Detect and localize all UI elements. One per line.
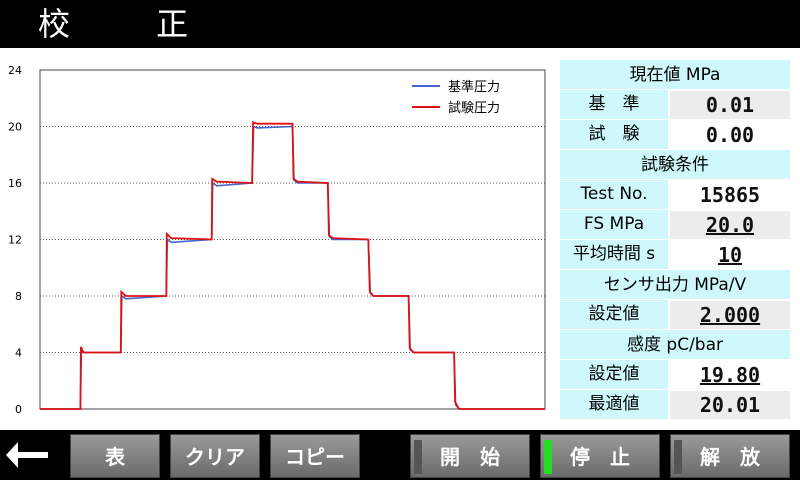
start-indicator: [414, 440, 422, 474]
average-time-input[interactable]: 10: [670, 241, 790, 269]
test-value: 0.00: [705, 123, 755, 147]
test-number-value: 15865: [699, 183, 761, 207]
sensitivity-setting-label: 設定値: [560, 360, 668, 390]
sensor-setting-value: 2.000: [699, 303, 761, 327]
status-panel: 現在値 MPa 基 準 0.01 試 験 0.00 試験条件 Test No. …: [560, 60, 790, 420]
test-conditions-header: 試験条件: [560, 150, 790, 180]
sensitivity-header: 感度 pC/bar: [560, 330, 790, 360]
clear-button[interactable]: クリア: [170, 434, 260, 478]
y-tick-label: 8: [15, 290, 22, 303]
page-title: 校 正: [38, 5, 227, 43]
title-bar: 校 正: [0, 0, 800, 48]
y-tick-label: 24: [8, 64, 22, 77]
reference-label: 基 準: [560, 90, 668, 120]
y-tick-label: 16: [8, 177, 22, 190]
y-tick-label: 12: [8, 234, 22, 247]
sensitivity-setting-input[interactable]: 19.80: [670, 361, 790, 389]
current-value-header: 現在値 MPa: [560, 60, 790, 90]
y-tick-label: 4: [15, 347, 22, 360]
reference-value: 0.01: [670, 91, 790, 119]
left-arrow-icon[interactable]: [4, 438, 50, 472]
test-label: 試 験: [560, 120, 668, 150]
average-time-label: 平均時間 s: [560, 240, 668, 270]
y-tick-label: 0: [15, 403, 22, 416]
sensor-setting-label: 設定値: [560, 300, 668, 330]
start-button[interactable]: 開 始: [410, 434, 530, 478]
release-label: 解 放: [700, 445, 760, 469]
series-line-2: [40, 121, 545, 410]
fs-value: 20.0: [705, 213, 755, 237]
bottom-toolbar: 表 クリア コピー 開 始 停 止 解 放: [0, 430, 800, 480]
stop-label: 停 止: [570, 445, 630, 469]
sensitivity-optimal-value: 20.01: [670, 391, 790, 419]
release-button[interactable]: 解 放: [670, 434, 790, 478]
legend-label-2: 試験圧力: [448, 100, 500, 116]
fs-label: FS MPa: [560, 210, 668, 240]
test-number-label: Test No.: [560, 180, 668, 210]
y-tick-label: 20: [8, 121, 22, 134]
sensitivity-optimal-label: 最適値: [560, 390, 668, 420]
stop-indicator: [544, 440, 552, 474]
sensor-setting-input[interactable]: 2.000: [670, 301, 790, 329]
legend-label-1: 基準圧力: [448, 79, 500, 95]
average-time-value: 10: [717, 243, 743, 267]
sensitivity-setting-value: 19.80: [699, 363, 761, 387]
copy-button[interactable]: コピー: [270, 434, 360, 478]
fs-input[interactable]: 20.0: [670, 211, 790, 239]
sensor-output-header: センサ出力 MPa/V: [560, 270, 790, 300]
release-indicator: [674, 440, 682, 474]
stop-button[interactable]: 停 止: [540, 434, 660, 478]
table-button[interactable]: 表: [70, 434, 160, 478]
start-label: 開 始: [440, 445, 500, 469]
